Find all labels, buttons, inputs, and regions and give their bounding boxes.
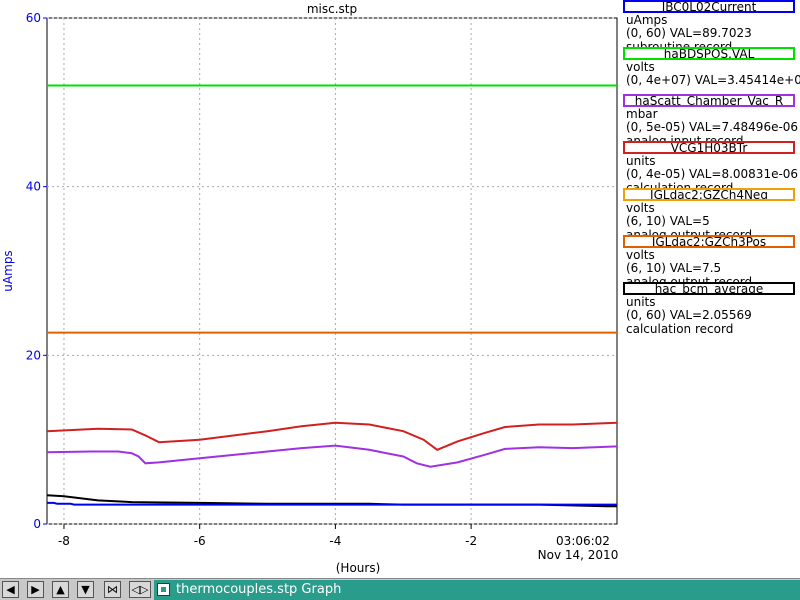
legend-item-igldac2-gzch4neg[interactable]: IGLdac2:GZCh4Neg volts (6, 10) VAL=5 ana… [620,188,800,242]
legend-range-value: (0, 4e-05) VAL=8.00831e-06 [626,167,799,181]
x-axis-label: (Hours) [336,561,381,575]
legend-units: units [626,295,656,309]
legend-units: units [626,154,656,168]
down-arrow-icon[interactable]: ▼ [77,581,94,598]
legend-units: volts [626,201,655,215]
legend-range-value: (0, 4e+07) VAL=3.45414e+07 [626,73,800,87]
legend-label-box[interactable]: VCG1H03BTr [623,141,795,154]
legend-units: uAmps [626,13,668,27]
y-axis-label: uAmps [1,250,15,291]
x-tick-label: -2 [465,534,477,548]
y-tick-label: 20 [26,348,41,362]
legend-item-vcg1h03btr[interactable]: VCG1H03BTr units (0, 4e-05) VAL=8.00831e… [620,141,800,195]
expand-icon[interactable]: ◁▷ [129,581,151,598]
legend-range-value: (0, 5e-05) VAL=7.48496e-06 [626,120,799,134]
taskbar-window-label: thermocouples.stp Graph [176,582,342,597]
legend-item-igldac2-gzch3pos[interactable]: IGLdac2:GZCh3Pos volts (6, 10) VAL=7.5 a… [620,235,800,289]
legend-range-value: (6, 10) VAL=7.5 [626,261,722,275]
y-tick-label: 60 [26,11,41,25]
legend-item-hascatt-chamber-vac[interactable]: haScatt_Chamber_Vac_R mbar (0, 5e-05) VA… [620,94,800,148]
legend-units: mbar [626,107,658,121]
x-time-label: 03:06:02 [556,534,610,548]
series-line-hascatt-chamber-vac-r [46,444,618,468]
legend-range-value: (0, 60) VAL=2.05569 [626,308,752,322]
x-date-label: Nov 14, 2010 [538,548,619,562]
legend-item-ibc0l02current[interactable]: IBC0L02Current uAmps (0, 60) VAL=89.7023… [620,0,800,54]
legend-item-hac-bcm-average[interactable]: hac_bcm_average units (0, 60) VAL=2.0556… [620,282,800,336]
legend-label-box[interactable]: hac_bcm_average [623,282,795,295]
legend-units: volts [626,60,655,74]
legend-item-habdspos[interactable]: haBDSPOS.VAL volts (0, 4e+07) VAL=3.4541… [620,47,800,94]
legend-label-box[interactable]: IBC0L02Current [623,0,795,13]
left-arrow-icon[interactable]: ◀ [2,581,19,598]
x-tick-label: -8 [58,534,70,548]
taskbar-window-button[interactable]: thermocouples.stp Graph [154,580,800,600]
shrink-icon[interactable]: ⋈ [104,581,121,598]
x-tick-label: -6 [194,534,206,548]
series-line-vcg1h03btr [46,421,618,451]
legend-label-box[interactable]: haBDSPOS.VAL [623,47,795,60]
x-tick-label: -4 [329,534,341,548]
legend-range-value: (6, 10) VAL=5 [626,214,710,228]
legend-label-box[interactable]: IGLdac2:GZCh4Neg [623,188,795,201]
legend-label-box[interactable]: IGLdac2:GZCh3Pos [623,235,795,248]
legend-label-box[interactable]: haScatt_Chamber_Vac_R [623,94,795,107]
taskbar: ◀ ▶ ▲ ▼ ⋈ ◁▷ thermocouples.stp Graph [0,578,800,600]
plot-frame [46,17,618,525]
series-line-ibc0l02current [47,501,617,506]
legend-units: volts [626,248,655,262]
chart-title: misc.stp [307,2,357,16]
legend-range-value: (0, 60) VAL=89.7023 [626,26,752,40]
legend-record-type: calculation record [626,322,734,336]
window-icon [157,583,170,596]
y-tick-label: 0 [33,517,41,531]
up-arrow-icon[interactable]: ▲ [52,581,69,598]
y-tick-label: 40 [26,180,41,194]
legend-panel: IBC0L02Current uAmps (0, 60) VAL=89.7023… [620,0,800,336]
right-arrow-icon[interactable]: ▶ [27,581,44,598]
